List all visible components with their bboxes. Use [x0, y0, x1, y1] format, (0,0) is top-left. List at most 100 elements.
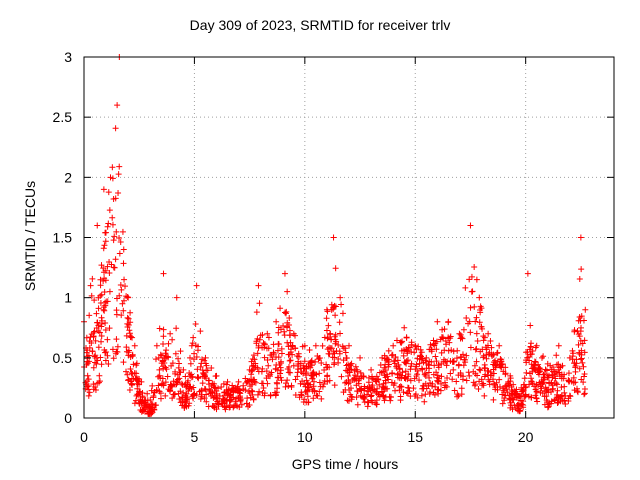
x-tick-label: 10 [297, 429, 313, 445]
data-point [364, 398, 371, 405]
data-point [100, 278, 107, 285]
data-point [126, 386, 133, 393]
data-point [336, 319, 343, 326]
data-point [387, 397, 394, 404]
data-point [328, 336, 335, 343]
data-point [288, 384, 295, 391]
data-point [418, 392, 425, 399]
data-point [446, 339, 453, 346]
data-point [422, 380, 429, 387]
data-point [457, 331, 464, 338]
data-point [421, 398, 428, 405]
data-point [160, 382, 167, 389]
data-point [459, 376, 466, 383]
data-point [507, 404, 514, 411]
data-point [532, 386, 539, 393]
data-point [98, 361, 105, 368]
data-point [554, 399, 561, 406]
data-point [324, 372, 331, 379]
y-tick-label: 1.5 [53, 230, 73, 246]
data-point [353, 382, 360, 389]
data-point [342, 379, 349, 386]
data-point-peak [555, 342, 562, 349]
data-point [501, 397, 508, 404]
data-point [227, 404, 234, 411]
data-point [515, 406, 522, 413]
data-point [221, 389, 228, 396]
data-point [101, 242, 108, 249]
data-point [115, 190, 122, 197]
data-point [365, 379, 372, 386]
data-point [284, 324, 291, 331]
data-point [304, 393, 311, 400]
data-point [102, 327, 109, 334]
data-point [426, 365, 433, 372]
data-point [478, 376, 485, 383]
data-point-peak [255, 282, 262, 289]
data-point [434, 386, 441, 393]
data-point [440, 356, 447, 363]
data-point [380, 368, 387, 375]
data-point [447, 370, 454, 377]
data-point [348, 396, 355, 403]
data-point [417, 352, 424, 359]
data-point [368, 397, 375, 404]
data-point [104, 223, 111, 230]
data-point [104, 352, 111, 359]
data-point [120, 359, 127, 366]
data-point [218, 384, 225, 391]
data-point [201, 372, 208, 379]
data-point [195, 374, 202, 381]
data-point [102, 357, 109, 364]
data-point [260, 340, 267, 347]
data-point [411, 393, 418, 400]
data-point [220, 380, 227, 387]
data-point [521, 393, 528, 400]
data-point [100, 245, 107, 252]
data-point [403, 346, 410, 353]
data-point [172, 350, 179, 357]
chart-title: Day 309 of 2023, SRMTID for receiver trl… [189, 17, 451, 33]
data-point [187, 360, 194, 367]
data-point [443, 341, 450, 348]
data-point [496, 376, 503, 383]
data-point [505, 378, 512, 385]
data-point [467, 304, 474, 311]
data-point-peak [456, 330, 463, 337]
data-point [426, 346, 433, 353]
y-tick-label: 2 [64, 169, 72, 185]
data-point [265, 334, 272, 341]
data-point [106, 288, 113, 295]
data-point [304, 379, 311, 386]
data-point [247, 383, 254, 390]
data-point [466, 372, 473, 379]
data-point [524, 349, 531, 356]
data-point [396, 365, 403, 372]
data-point-peak [301, 342, 308, 349]
data-point [344, 397, 351, 404]
data-point [540, 374, 547, 381]
y-tick-label: 2.5 [53, 109, 73, 125]
data-point [557, 396, 564, 403]
data-point [579, 359, 586, 366]
data-point [115, 171, 122, 178]
data-point [401, 359, 408, 366]
data-point [332, 303, 339, 310]
data-point [508, 402, 515, 409]
data-point [169, 395, 176, 402]
data-point [275, 341, 282, 348]
data-point [578, 266, 585, 273]
data-point [102, 267, 109, 274]
data-point [494, 349, 501, 356]
data-point [404, 348, 411, 355]
data-point [483, 351, 490, 358]
data-point [205, 403, 212, 410]
data-point [190, 384, 197, 391]
data-point [506, 395, 513, 402]
data-point [343, 355, 350, 362]
data-point [305, 399, 312, 406]
data-point [457, 354, 464, 361]
data-point [397, 383, 404, 390]
data-point [188, 342, 195, 349]
data-point [95, 327, 102, 334]
